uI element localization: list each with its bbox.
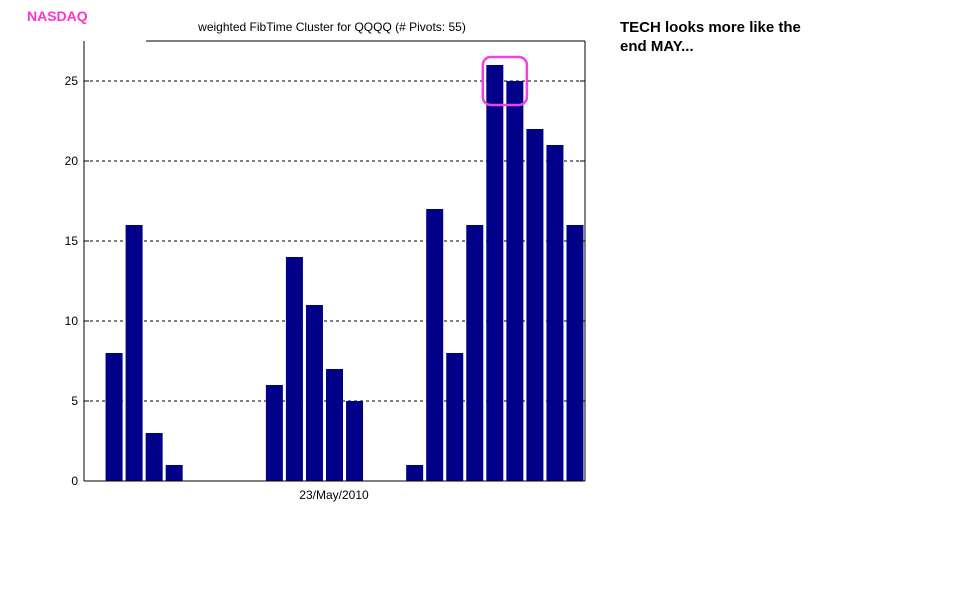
bar (506, 81, 524, 481)
bar (105, 353, 123, 481)
bar (406, 465, 424, 481)
bar (145, 433, 163, 481)
bar (466, 225, 484, 481)
x-axis-label: 23/May/2010 (299, 488, 369, 502)
bar (125, 225, 143, 481)
bar (426, 209, 444, 481)
y-tick-label: 10 (65, 314, 79, 328)
y-tick-label: 0 (71, 474, 78, 488)
bar (446, 353, 464, 481)
annotation-line-2: end MAY... (620, 38, 694, 55)
bar (165, 465, 183, 481)
chart-title: weighted FibTime Cluster for QQQQ (# Piv… (197, 20, 466, 34)
bar (546, 145, 564, 481)
bar (486, 65, 504, 481)
bar (265, 385, 283, 481)
y-tick-label: 5 (71, 394, 78, 408)
highlight-box (481, 55, 529, 107)
y-tick-label: 25 (65, 74, 79, 88)
nasdaq-label: NASDAQ (27, 8, 88, 24)
bar (526, 129, 544, 481)
bar (346, 401, 364, 481)
bar (305, 305, 323, 481)
bar (285, 257, 303, 481)
y-tick-label: 20 (65, 154, 79, 168)
axes: 0 5 10 15 20 25 (65, 40, 586, 488)
bar (326, 369, 343, 481)
annotation-note: TECH looks more like the end MAY... (620, 18, 840, 56)
bars (105, 65, 584, 481)
y-tick-label: 15 (65, 234, 79, 248)
bar (566, 225, 584, 481)
annotation-line-1: TECH looks more like the (620, 19, 801, 36)
